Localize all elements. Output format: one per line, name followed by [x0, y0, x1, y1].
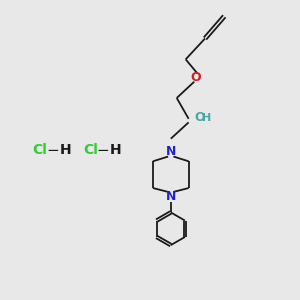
Text: N: N: [166, 145, 176, 158]
Text: Cl: Cl: [33, 143, 47, 157]
Text: Cl: Cl: [83, 143, 98, 157]
Text: O: O: [195, 111, 205, 124]
Text: O: O: [191, 71, 201, 84]
Text: H: H: [202, 113, 212, 123]
Text: H: H: [110, 143, 122, 157]
Text: N: N: [166, 190, 176, 203]
Text: H: H: [59, 143, 71, 157]
Text: −: −: [46, 142, 59, 158]
Text: −: −: [97, 142, 110, 158]
